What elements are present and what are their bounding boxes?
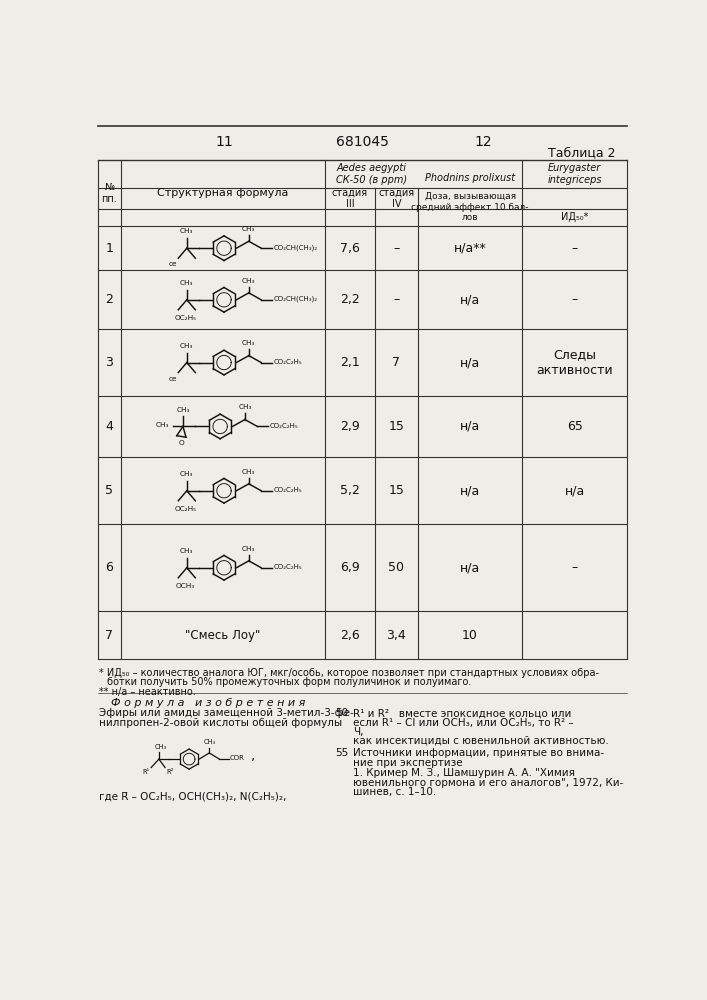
Text: 3,4: 3,4	[387, 629, 407, 642]
Text: ce: ce	[168, 261, 177, 267]
Text: н/а: н/а	[460, 420, 480, 433]
Text: 6,9: 6,9	[340, 561, 360, 574]
Text: –: –	[571, 242, 578, 255]
Text: COR: COR	[230, 755, 245, 761]
Text: * ИД₅₀ – количество аналога ЮГ, мкг/особь, которое позволяет при стандартных усл: * ИД₅₀ – количество аналога ЮГ, мкг/особ…	[99, 668, 600, 678]
Text: –: –	[571, 561, 578, 574]
Text: Ч,: Ч,	[354, 727, 364, 737]
Text: где R̄ – OC₂H₅, OCH(CH₃)₂, N(C₂H₅)₂,: где R̄ – OC₂H₅, OCH(CH₃)₂, N(C₂H₅)₂,	[99, 791, 286, 801]
Text: CH₃: CH₃	[180, 548, 194, 554]
Text: 7: 7	[105, 629, 113, 642]
Text: Доза, вызывающая
средний эффект 10 бал-
лов: Доза, вызывающая средний эффект 10 бал- …	[411, 192, 529, 222]
Text: OCH₃: OCH₃	[175, 583, 195, 589]
Text: 15: 15	[389, 484, 404, 497]
Text: 15: 15	[389, 420, 404, 433]
Text: Следы
активности: Следы активности	[537, 349, 613, 377]
Text: 2,6: 2,6	[340, 629, 360, 642]
Text: Aedes aegypti
СК-50 (в ppm): Aedes aegypti СК-50 (в ppm)	[336, 163, 407, 185]
Text: 7: 7	[392, 356, 400, 369]
Text: Eurygaster
integriceps: Eurygaster integriceps	[547, 163, 602, 185]
Text: 55: 55	[335, 748, 348, 758]
Text: CH₃: CH₃	[238, 404, 252, 410]
Text: 10: 10	[462, 629, 478, 642]
Text: ИД₅₀*: ИД₅₀*	[561, 212, 588, 222]
Text: 3: 3	[105, 356, 113, 369]
Text: CO₂CH(CH₃)₂: CO₂CH(CH₃)₂	[274, 244, 317, 251]
Text: 50: 50	[388, 561, 404, 574]
Text: Источники информации, принятые во внима-: Источники информации, принятые во внима-	[354, 748, 604, 758]
Text: –: –	[571, 293, 578, 306]
Text: 6: 6	[105, 561, 113, 574]
Text: CH₃: CH₃	[180, 343, 194, 349]
Text: 2,1: 2,1	[340, 356, 360, 369]
Text: ботки получить 50% промежуточных форм полуличинок и полуимаго.: ботки получить 50% промежуточных форм по…	[107, 677, 472, 687]
Text: ювенильного гормона и его аналогов", 1972, Ки-: ювенильного гормона и его аналогов", 197…	[354, 778, 624, 788]
Text: –: –	[393, 242, 399, 255]
Text: 50: 50	[335, 708, 348, 718]
Text: 2: 2	[105, 293, 113, 306]
Text: Эфиры или амиды замещенной 3-метил-3-фе-: Эфиры или амиды замещенной 3-метил-3-фе-	[99, 708, 354, 718]
Text: 681045: 681045	[336, 135, 388, 149]
Text: ce: ce	[168, 376, 177, 382]
Text: как инсектициды с ювенильной активностью.: как инсектициды с ювенильной активностью…	[354, 736, 609, 746]
Text: №
пп.: № пп.	[101, 182, 117, 204]
Text: н/а: н/а	[460, 293, 480, 306]
Text: OC₂H₅: OC₂H₅	[174, 315, 197, 321]
Text: н/а**: н/а**	[454, 242, 486, 255]
Text: CO₂C₂H₅: CO₂C₂H₅	[274, 359, 303, 365]
Text: CH₃: CH₃	[203, 739, 216, 745]
Text: CH₃: CH₃	[242, 226, 255, 232]
Text: 12: 12	[475, 135, 493, 149]
Text: 11: 11	[215, 135, 233, 149]
Text: CO₂C₂H₅: CO₂C₂H₅	[274, 487, 303, 493]
Text: нилпропен-2-овой кислоты общей формулы: нилпропен-2-овой кислоты общей формулы	[99, 718, 342, 728]
Text: н/а: н/а	[460, 561, 480, 574]
Text: Таблица 2: Таблица 2	[548, 146, 615, 159]
Text: ** н/а – неактивно.: ** н/а – неактивно.	[99, 687, 196, 697]
Text: CH₃: CH₃	[156, 422, 169, 428]
Text: 5,2: 5,2	[340, 484, 360, 497]
Text: стадия
III: стадия III	[332, 187, 368, 209]
Text: 1: 1	[105, 242, 113, 255]
Text: CH₃: CH₃	[180, 280, 194, 286]
Text: 2,2: 2,2	[340, 293, 360, 306]
Text: CH₃: CH₃	[242, 278, 255, 284]
Text: –: –	[393, 293, 399, 306]
Text: CO₂C₂H₅: CO₂C₂H₅	[274, 564, 303, 570]
Text: CO₂C₂H₅: CO₂C₂H₅	[270, 423, 298, 429]
Text: шинев, с. 1–10.: шинев, с. 1–10.	[354, 787, 437, 797]
Text: "Смесь Лоу": "Смесь Лоу"	[185, 629, 260, 642]
Text: н/а: н/а	[565, 484, 585, 497]
Text: 65: 65	[567, 420, 583, 433]
Text: R²: R²	[167, 769, 174, 775]
Text: CH₃: CH₃	[180, 228, 194, 234]
Text: Структурная формула: Структурная формула	[157, 188, 288, 198]
Text: CO₂CH(CH₃)₂: CO₂CH(CH₃)₂	[274, 296, 317, 302]
Text: 7,6: 7,6	[340, 242, 360, 255]
Text: Ф о р м у л а   и з о б р е т е н и я: Ф о р м у л а и з о б р е т е н и я	[111, 698, 305, 708]
Text: CH₃: CH₃	[180, 471, 194, 477]
Text: CH₃: CH₃	[242, 546, 255, 552]
Text: CH₃: CH₃	[242, 469, 255, 475]
Text: R¹: R¹	[143, 769, 150, 775]
Text: CH₃: CH₃	[242, 340, 255, 346]
Text: ние при экспертизе: ние при экспертизе	[354, 758, 463, 768]
Text: н/а: н/а	[460, 484, 480, 497]
Text: 2,9: 2,9	[340, 420, 360, 433]
Text: стадия
IV: стадия IV	[378, 187, 414, 209]
Text: OC₂H₅: OC₂H₅	[174, 506, 197, 512]
Text: Phodnins prolixust: Phodnins prolixust	[425, 173, 515, 183]
Text: R¹ и R²   вместе эпоксидное кольцо или: R¹ и R² вместе эпоксидное кольцо или	[354, 708, 572, 718]
Text: CH₃: CH₃	[154, 744, 167, 750]
Text: н/а: н/а	[460, 356, 480, 369]
Text: если R¹ – Cl или OCH₃, или OC₂H₅, то R² –: если R¹ – Cl или OCH₃, или OC₂H₅, то R² …	[354, 718, 574, 728]
Text: 1. Кример М. З., Шамшурин А. А. "Химия: 1. Кример М. З., Шамшурин А. А. "Химия	[354, 768, 575, 778]
Text: O: O	[178, 440, 185, 446]
Text: ,: ,	[251, 748, 256, 762]
Text: CH₃: CH₃	[176, 407, 189, 413]
Text: 4: 4	[105, 420, 113, 433]
Text: 5: 5	[105, 484, 113, 497]
